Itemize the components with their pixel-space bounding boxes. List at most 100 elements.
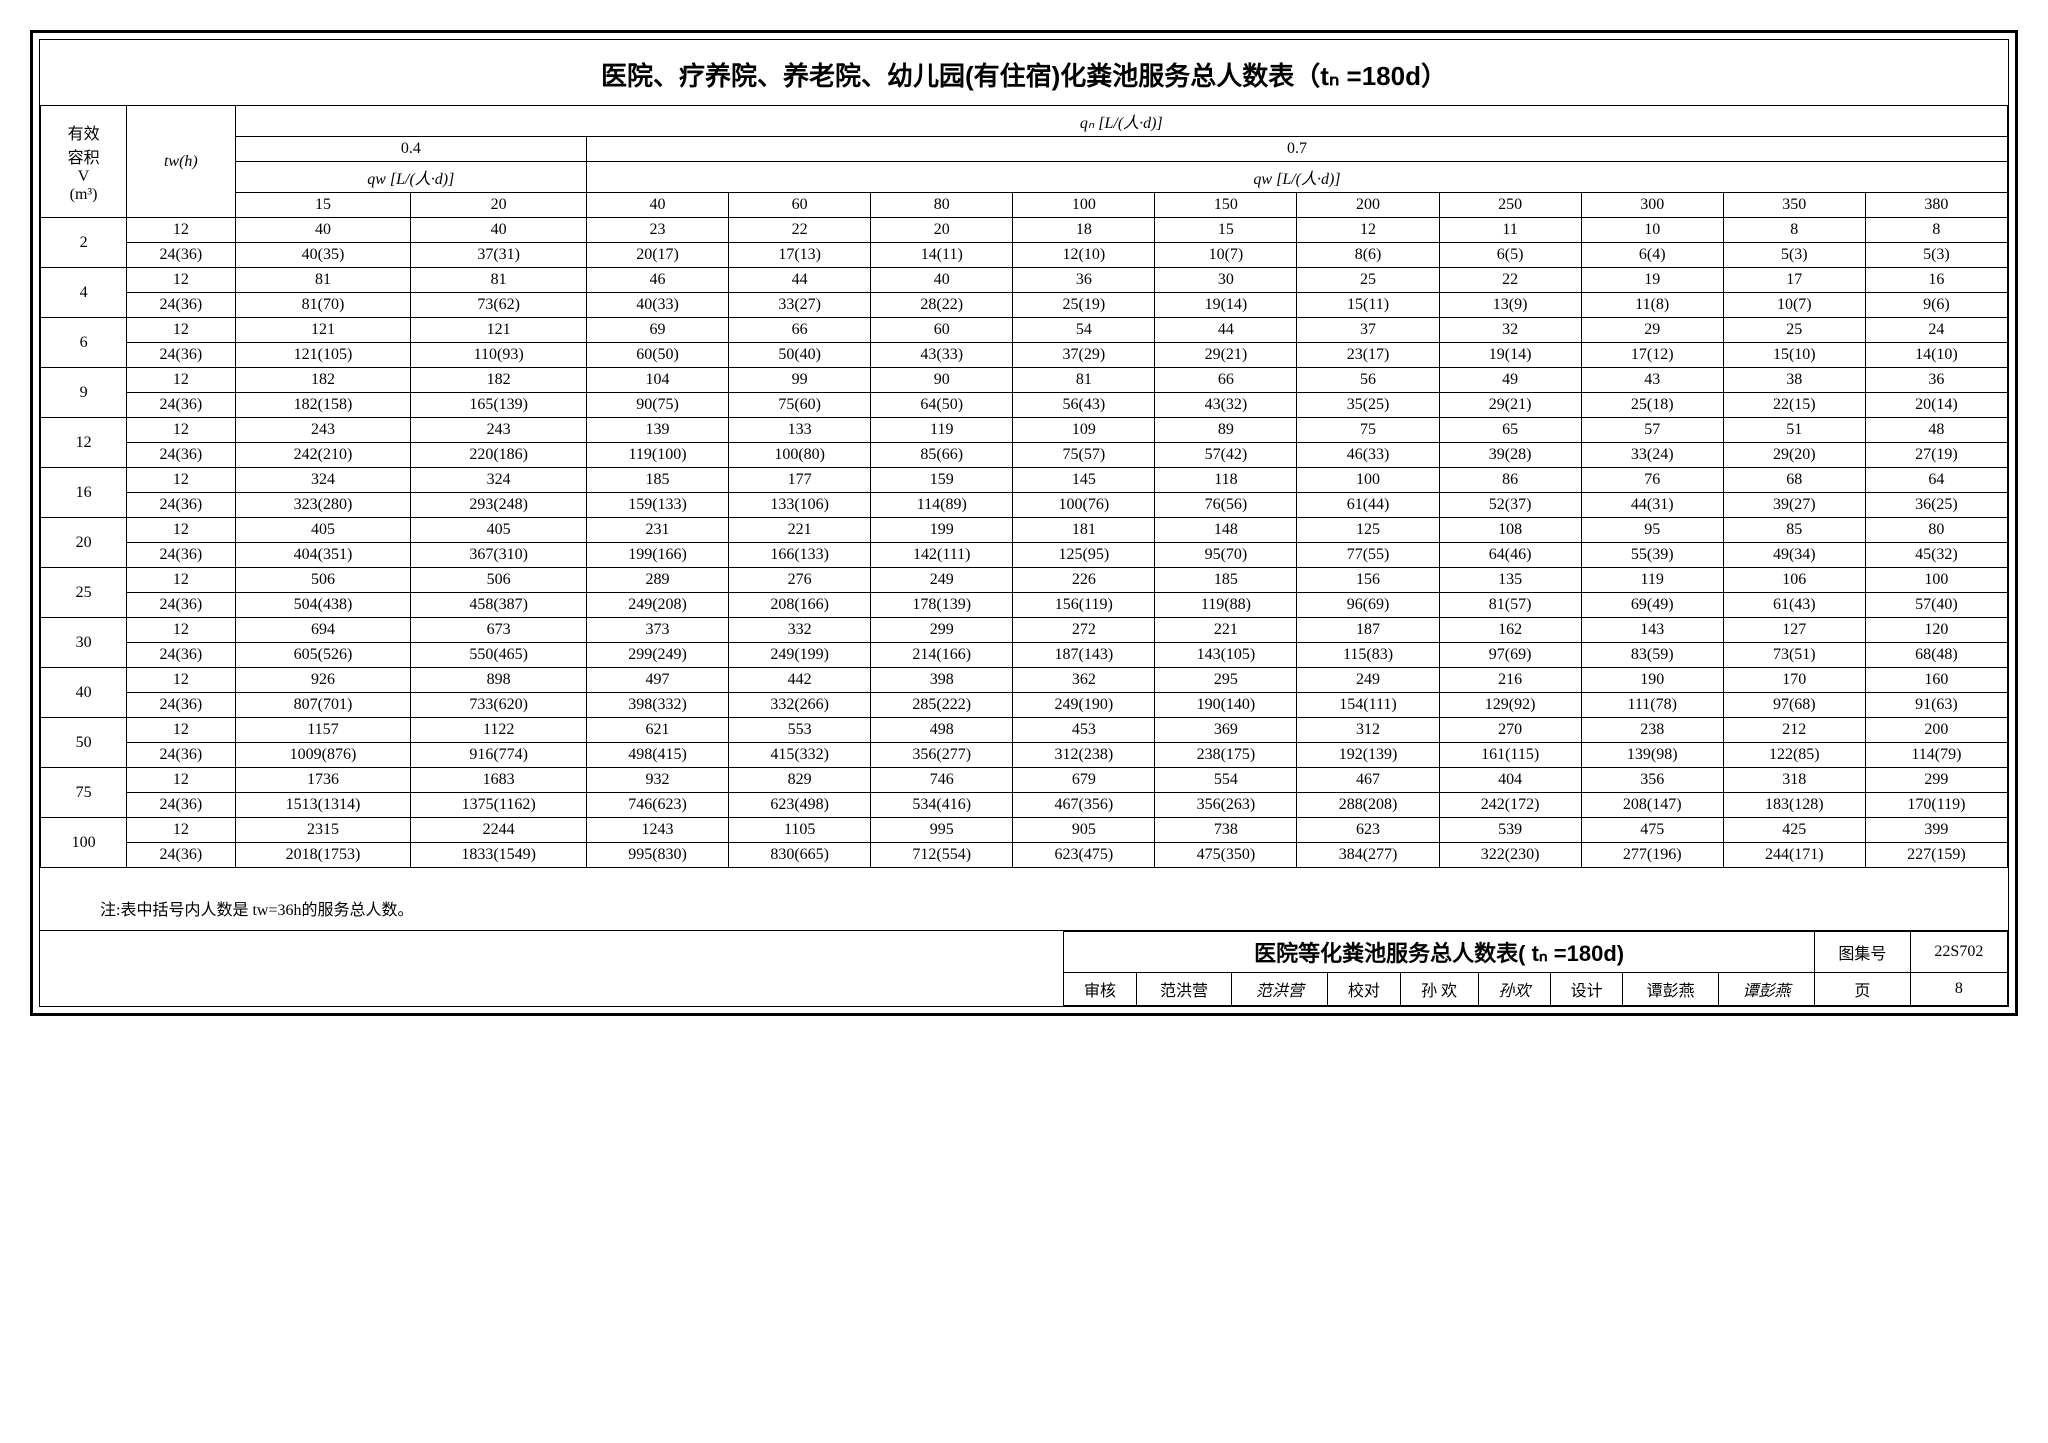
qw-col: 380 bbox=[1865, 193, 2007, 218]
v-cell: 4 bbox=[41, 268, 127, 318]
table-row: 912182182104999081665649433836 bbox=[41, 368, 2008, 393]
table-row: 4012926898497442398362295249216190170160 bbox=[41, 668, 2008, 693]
data-cell: 178(139) bbox=[871, 593, 1013, 618]
设计-sig: 谭彭燕 bbox=[1719, 973, 1815, 1006]
data-cell: 12(10) bbox=[1013, 243, 1155, 268]
data-cell: 182(158) bbox=[235, 393, 411, 418]
data-cell: 81 bbox=[1013, 368, 1155, 393]
catalog-value: 22S702 bbox=[1910, 932, 2007, 973]
inner-frame: 医院、疗养院、养老院、幼儿园(有住宿)化粪池服务总人数表（tₙ =180d） 有… bbox=[39, 39, 2009, 1007]
data-cell: 623 bbox=[1297, 818, 1439, 843]
tw-cell: 12 bbox=[127, 618, 235, 643]
data-cell: 11 bbox=[1439, 218, 1581, 243]
data-cell: 199 bbox=[871, 518, 1013, 543]
table-row: 161232432418517715914511810086766864 bbox=[41, 468, 2008, 493]
data-cell: 69(49) bbox=[1581, 593, 1723, 618]
v-cell: 6 bbox=[41, 318, 127, 368]
group-07: 0.7 bbox=[587, 137, 2008, 162]
data-cell: 56(43) bbox=[1013, 393, 1155, 418]
data-cell: 244(171) bbox=[1723, 843, 1865, 868]
data-cell: 356(263) bbox=[1155, 793, 1297, 818]
data-cell: 453 bbox=[1013, 718, 1155, 743]
data-cell: 1122 bbox=[411, 718, 587, 743]
data-cell: 221 bbox=[729, 518, 871, 543]
group-04: 0.4 bbox=[235, 137, 586, 162]
data-cell: 100 bbox=[1297, 468, 1439, 493]
data-cell: 208(166) bbox=[729, 593, 871, 618]
data-cell: 10(7) bbox=[1155, 243, 1297, 268]
data-cell: 48 bbox=[1865, 418, 2007, 443]
data-cell: 156 bbox=[1297, 568, 1439, 593]
data-cell: 5(3) bbox=[1723, 243, 1865, 268]
data-cell: 221 bbox=[1155, 618, 1297, 643]
data-cell: 497 bbox=[587, 668, 729, 693]
data-cell: 498(415) bbox=[587, 743, 729, 768]
data-cell: 398(332) bbox=[587, 693, 729, 718]
data-cell: 60(50) bbox=[587, 343, 729, 368]
data-cell: 932 bbox=[587, 768, 729, 793]
v-cell: 30 bbox=[41, 618, 127, 668]
data-cell: 104 bbox=[587, 368, 729, 393]
data-cell: 37(29) bbox=[1013, 343, 1155, 368]
v-cell: 9 bbox=[41, 368, 127, 418]
data-cell: 159 bbox=[871, 468, 1013, 493]
data-cell: 127 bbox=[1723, 618, 1865, 643]
data-cell: 324 bbox=[235, 468, 411, 493]
data-cell: 17(13) bbox=[729, 243, 871, 268]
table-row: 7512173616839328297466795544674043563182… bbox=[41, 768, 2008, 793]
data-cell: 249 bbox=[871, 568, 1013, 593]
qw-header-04: qw [L/(人·d)] bbox=[235, 162, 586, 193]
data-cell: 182 bbox=[235, 368, 411, 393]
data-cell: 746 bbox=[871, 768, 1013, 793]
data-cell: 37(31) bbox=[411, 243, 587, 268]
data-cell: 679 bbox=[1013, 768, 1155, 793]
data-cell: 8 bbox=[1723, 218, 1865, 243]
data-cell: 85 bbox=[1723, 518, 1865, 543]
data-cell: 6(5) bbox=[1439, 243, 1581, 268]
data-cell: 170 bbox=[1723, 668, 1865, 693]
data-cell: 40 bbox=[871, 268, 1013, 293]
data-cell: 114(89) bbox=[871, 493, 1013, 518]
data-cell: 1375(1162) bbox=[411, 793, 587, 818]
data-cell: 135 bbox=[1439, 568, 1581, 593]
page-value: 8 bbox=[1910, 973, 2007, 1006]
table-row: 61212112169666054443732292524 bbox=[41, 318, 2008, 343]
data-cell: 249 bbox=[1297, 668, 1439, 693]
data-cell: 121 bbox=[411, 318, 587, 343]
data-cell: 40(33) bbox=[587, 293, 729, 318]
data-cell: 40(35) bbox=[235, 243, 411, 268]
data-cell: 165(139) bbox=[411, 393, 587, 418]
data-cell: 125 bbox=[1297, 518, 1439, 543]
data-cell: 23(17) bbox=[1297, 343, 1439, 368]
data-cell: 29(20) bbox=[1723, 443, 1865, 468]
data-cell: 154(111) bbox=[1297, 693, 1439, 718]
data-cell: 285(222) bbox=[871, 693, 1013, 718]
data-cell: 1683 bbox=[411, 768, 587, 793]
data-cell: 190(140) bbox=[1155, 693, 1297, 718]
data-cell: 10(7) bbox=[1723, 293, 1865, 318]
data-cell: 29 bbox=[1581, 318, 1723, 343]
data-cell: 242(172) bbox=[1439, 793, 1581, 818]
data-cell: 289 bbox=[587, 568, 729, 593]
data-cell: 898 bbox=[411, 668, 587, 693]
data-cell: 623(498) bbox=[729, 793, 871, 818]
data-cell: 1157 bbox=[235, 718, 411, 743]
data-cell: 9(6) bbox=[1865, 293, 2007, 318]
tw-cell: 12 bbox=[127, 268, 235, 293]
tw-cell: 12 bbox=[127, 768, 235, 793]
data-cell: 19(14) bbox=[1155, 293, 1297, 318]
table-row: 24(36)2018(1753)1833(1549)995(830)830(66… bbox=[41, 843, 2008, 868]
data-cell: 133 bbox=[729, 418, 871, 443]
tw-cell: 24(36) bbox=[127, 843, 235, 868]
table-row: 24(36)40(35)37(31)20(17)17(13)14(11)12(1… bbox=[41, 243, 2008, 268]
data-cell: 553 bbox=[729, 718, 871, 743]
data-cell: 60 bbox=[871, 318, 1013, 343]
data-cell: 475(350) bbox=[1155, 843, 1297, 868]
data-cell: 16 bbox=[1865, 268, 2007, 293]
table-row: 24(36)323(280)293(248)159(133)133(106)11… bbox=[41, 493, 2008, 518]
v-cell: 75 bbox=[41, 768, 127, 818]
data-cell: 442 bbox=[729, 668, 871, 693]
data-cell: 13(9) bbox=[1439, 293, 1581, 318]
data-cell: 35(25) bbox=[1297, 393, 1439, 418]
data-cell: 362 bbox=[1013, 668, 1155, 693]
